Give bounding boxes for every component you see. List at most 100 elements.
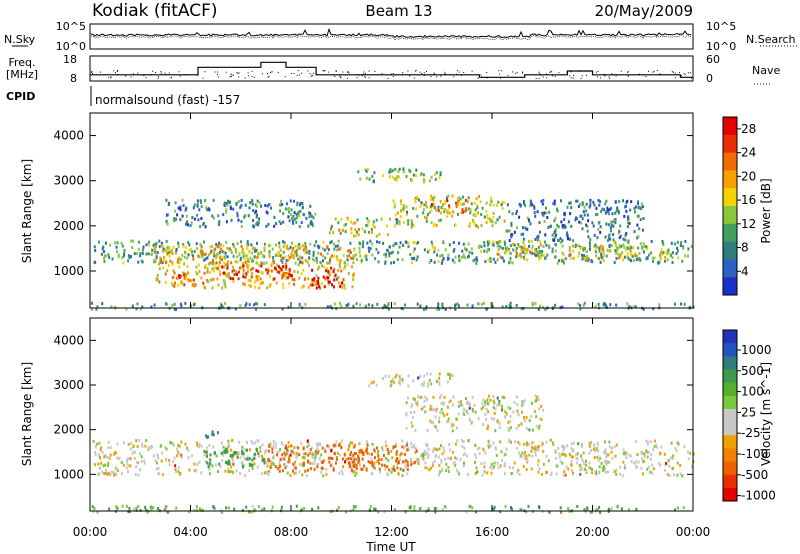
velocity-cell [133, 456, 136, 460]
velocity-cell [380, 458, 383, 461]
velocity-cell [225, 506, 228, 510]
power-cell [321, 247, 324, 251]
velocity-cell [389, 384, 392, 388]
velocity-colorbar-frame [722, 329, 738, 502]
velocity-cell [534, 453, 537, 457]
power-cell [412, 257, 415, 261]
power-cell [538, 240, 541, 244]
velocity-cell [641, 472, 644, 476]
power-cell [264, 204, 267, 207]
power-cell [451, 210, 454, 214]
velocity-cell [531, 441, 534, 445]
velocity-cell [399, 453, 402, 457]
power-cell [304, 259, 307, 262]
velocity-cell [616, 504, 619, 508]
power-cell [150, 305, 153, 309]
power-cell [476, 211, 479, 215]
velocity-cell [415, 459, 418, 463]
nave-point [542, 76, 544, 78]
power-cell [470, 202, 473, 206]
velocity-cell [496, 419, 499, 423]
power-cell [240, 265, 243, 269]
power-cell [137, 247, 140, 251]
velocity-cell [449, 376, 451, 380]
power-cell [274, 253, 277, 257]
velocity-cell [176, 447, 179, 451]
velocity-cell [353, 470, 356, 474]
velocity-cell [534, 394, 537, 398]
velocity-cell [499, 464, 502, 468]
power-cell [293, 211, 296, 215]
velocity-cell [278, 469, 281, 473]
power-cell [222, 213, 225, 217]
velocity-cell [520, 508, 523, 512]
power-cell [224, 263, 227, 267]
velocity-cell [348, 461, 350, 465]
power-cell [609, 226, 612, 230]
nave-point [570, 77, 572, 79]
power-cell [400, 209, 402, 212]
power-cell [412, 207, 415, 210]
velocity-cell [449, 373, 452, 377]
power-cell [459, 202, 462, 206]
velocity-colorbar-tick-label: 25 [741, 405, 756, 419]
velocity-cell [302, 447, 305, 451]
velocity-cell [338, 443, 340, 447]
power-cell [597, 228, 600, 231]
velocity-cell [128, 464, 131, 468]
velocity-cell [456, 426, 458, 430]
power-cell [561, 239, 564, 243]
power-cell [642, 217, 645, 220]
velocity-cell [154, 459, 157, 463]
velocity-cell [361, 457, 364, 461]
velocity-cell [438, 372, 441, 376]
power-cell [604, 202, 607, 206]
nave-point [130, 76, 132, 78]
power-cell [242, 282, 245, 286]
velocity-cell [457, 412, 460, 416]
power-cell [520, 255, 523, 259]
power-cell [317, 251, 320, 255]
velocity-colorbar-label: Velocity [m s^-1] [759, 362, 773, 466]
power-cell [492, 240, 495, 244]
power-cell [317, 280, 319, 284]
velocity-cell [588, 441, 590, 445]
velocity-cell [509, 415, 512, 418]
power-cell [606, 206, 609, 210]
power-cell [568, 201, 571, 205]
power-cell [340, 269, 343, 273]
velocity-cell [410, 405, 413, 409]
power-cell [407, 219, 410, 223]
power-cell [414, 200, 417, 204]
power-cell [285, 246, 288, 250]
power-cell [290, 212, 293, 216]
power-cell [242, 264, 245, 268]
velocity-cell [400, 452, 403, 456]
power-cell [422, 208, 425, 212]
power-cell [543, 220, 546, 223]
power-cell [445, 196, 448, 200]
velocity-cell [438, 380, 441, 384]
nave-point [444, 71, 446, 73]
power-cell [271, 247, 274, 251]
velocity-cell [293, 466, 296, 470]
power-cell [411, 256, 414, 260]
power-cell [636, 236, 639, 240]
power-cell [420, 172, 423, 176]
velocity-cell [473, 403, 476, 407]
velocity-cell [576, 452, 579, 456]
velocity-cell [260, 472, 263, 476]
power-cell [501, 246, 504, 250]
velocity-cell [103, 472, 106, 476]
velocity-colorbar-segment [723, 474, 737, 489]
velocity-cell [335, 440, 338, 444]
velocity-cell [411, 461, 414, 465]
velocity-cell [144, 444, 147, 448]
power-cell [444, 208, 446, 212]
power-cell [486, 240, 489, 244]
nave-point [214, 71, 216, 73]
y-tick-label: 1000 [53, 264, 84, 278]
velocity-cell [263, 471, 266, 475]
velocity-cell [413, 410, 416, 414]
velocity-cell [163, 508, 166, 512]
